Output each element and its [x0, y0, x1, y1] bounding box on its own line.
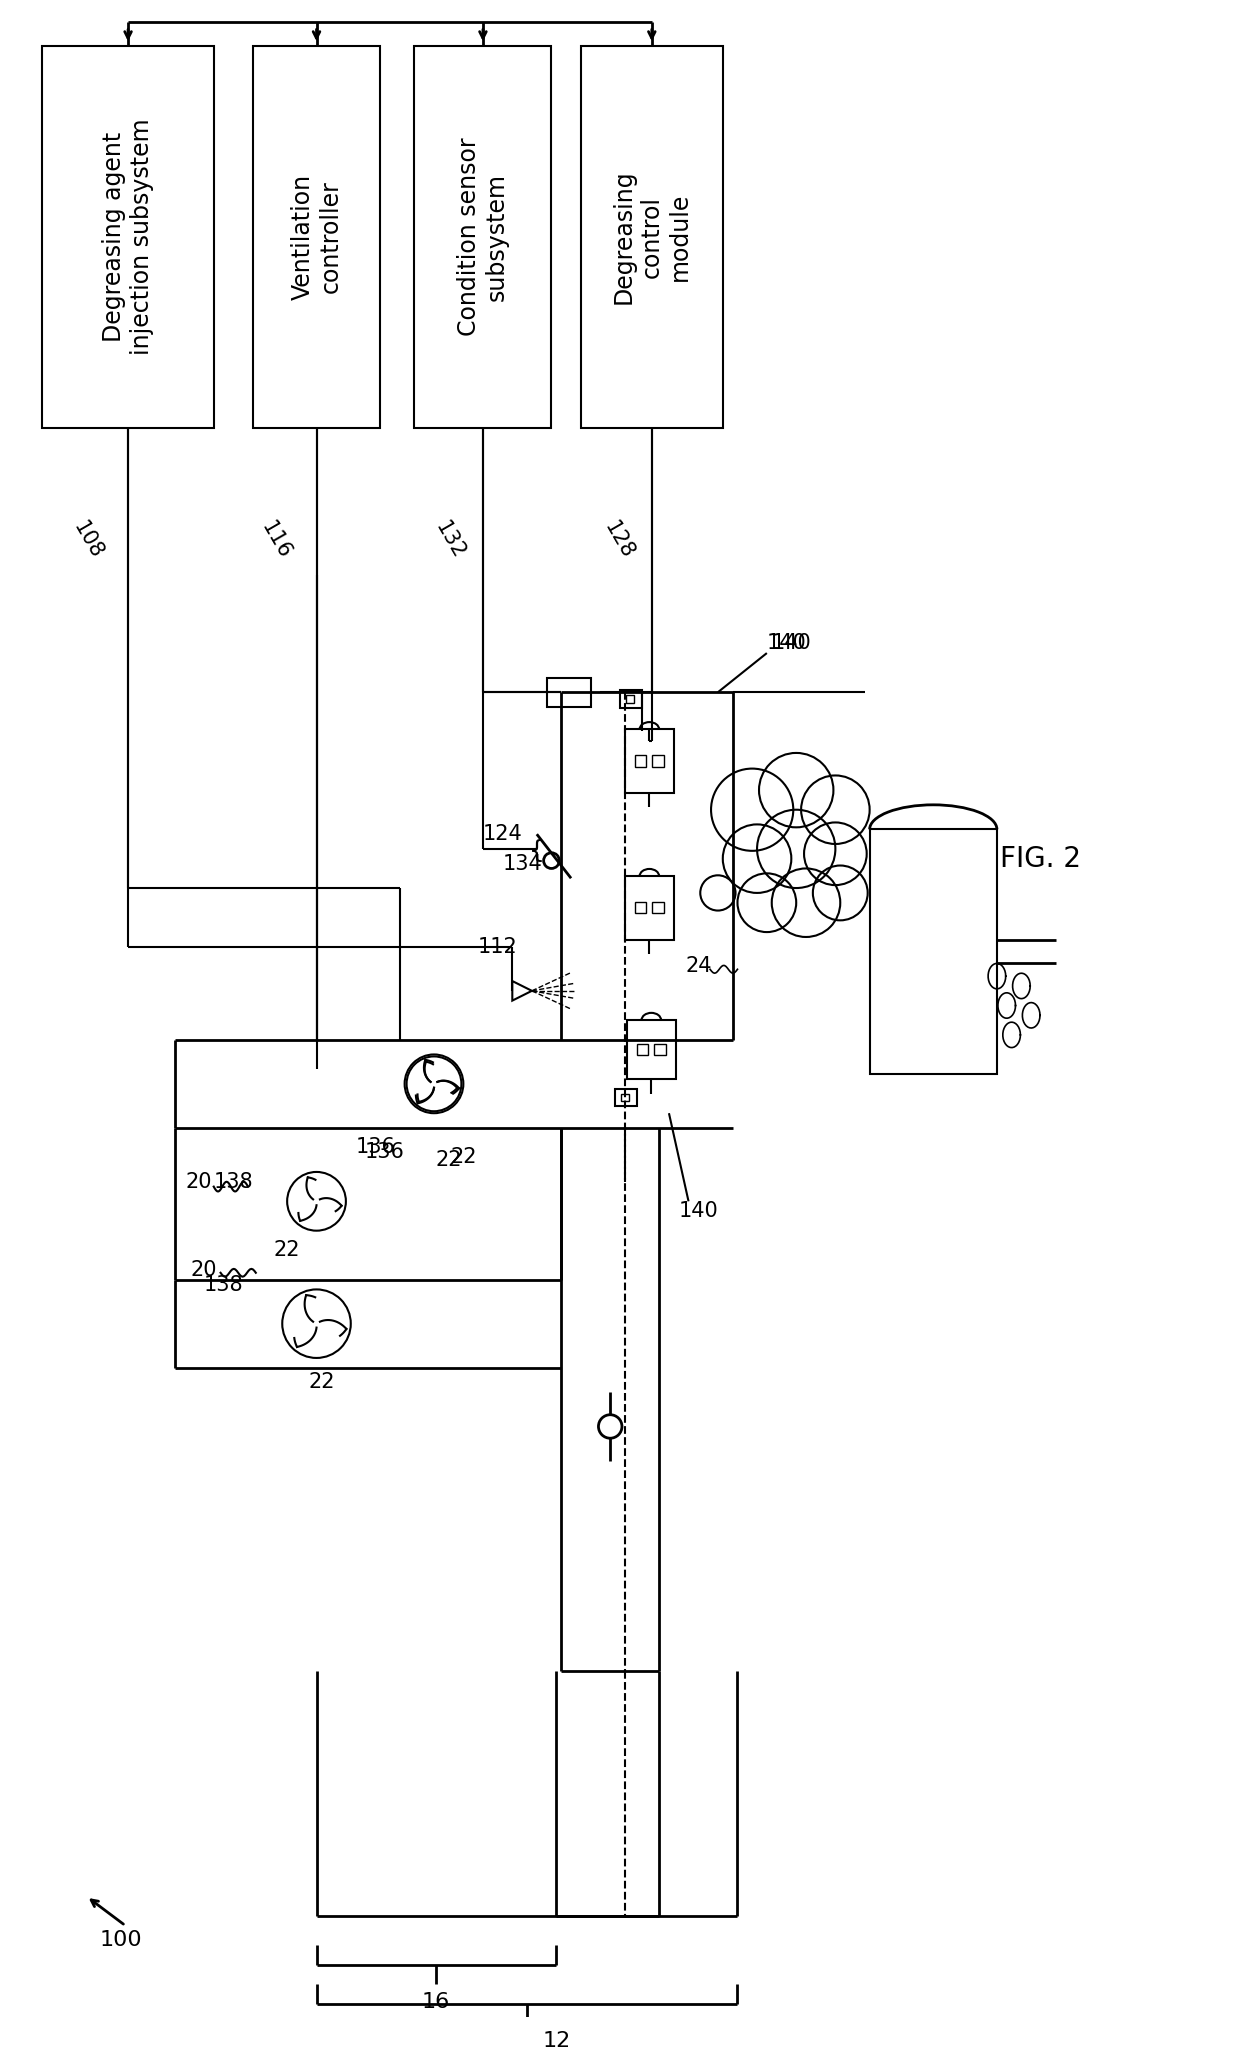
Bar	[42, 45, 213, 427]
Bar	[625, 877, 673, 940]
Bar	[547, 677, 590, 706]
Text: Degreasing
control
module: Degreasing control module	[613, 170, 692, 304]
Bar	[869, 829, 997, 1074]
Text: 128: 128	[600, 517, 637, 563]
Bar	[652, 901, 665, 914]
Text: 100: 100	[99, 1930, 143, 1950]
Text: 12: 12	[542, 2030, 570, 2051]
Text: 134: 134	[502, 854, 542, 875]
Bar	[253, 45, 381, 427]
Text: 112: 112	[477, 936, 517, 957]
Bar	[655, 1043, 666, 1055]
Text: 136: 136	[365, 1141, 405, 1162]
Text: 140: 140	[766, 632, 806, 653]
Text: 138: 138	[213, 1172, 253, 1191]
Text: 124: 124	[482, 823, 522, 844]
Text: Degreasing agent
injection subsystem: Degreasing agent injection subsystem	[102, 119, 154, 355]
Bar	[615, 1088, 636, 1107]
Text: 140: 140	[771, 632, 811, 653]
Bar	[652, 756, 665, 766]
Bar	[414, 45, 552, 427]
Bar	[635, 756, 646, 766]
Text: 116: 116	[258, 517, 295, 563]
Text: Condition sensor
subsystem: Condition sensor subsystem	[458, 138, 508, 337]
Text: 108: 108	[69, 517, 107, 563]
Bar	[621, 1094, 629, 1102]
Bar	[636, 1043, 649, 1055]
Text: 22: 22	[309, 1371, 335, 1392]
Text: 140: 140	[678, 1201, 718, 1222]
Bar	[627, 1020, 676, 1080]
Text: 20: 20	[186, 1172, 212, 1191]
Text: {: {	[528, 840, 544, 862]
Bar	[635, 901, 646, 914]
Bar	[625, 729, 673, 792]
Text: 22: 22	[435, 1150, 463, 1170]
Bar	[626, 696, 634, 702]
Text: Ventilation
controller: Ventilation controller	[290, 175, 342, 300]
Bar	[620, 690, 641, 708]
Text: 20: 20	[191, 1261, 217, 1279]
Text: 24: 24	[684, 957, 712, 977]
Text: 132: 132	[432, 517, 469, 563]
Bar	[580, 45, 723, 427]
Text: 138: 138	[203, 1275, 243, 1295]
Text: FIG. 2: FIG. 2	[1001, 844, 1081, 873]
Text: 16: 16	[422, 1991, 450, 2012]
Text: 22: 22	[274, 1240, 300, 1261]
Text: 136: 136	[356, 1137, 396, 1158]
Polygon shape	[512, 981, 532, 1000]
Text: 22: 22	[450, 1148, 476, 1168]
